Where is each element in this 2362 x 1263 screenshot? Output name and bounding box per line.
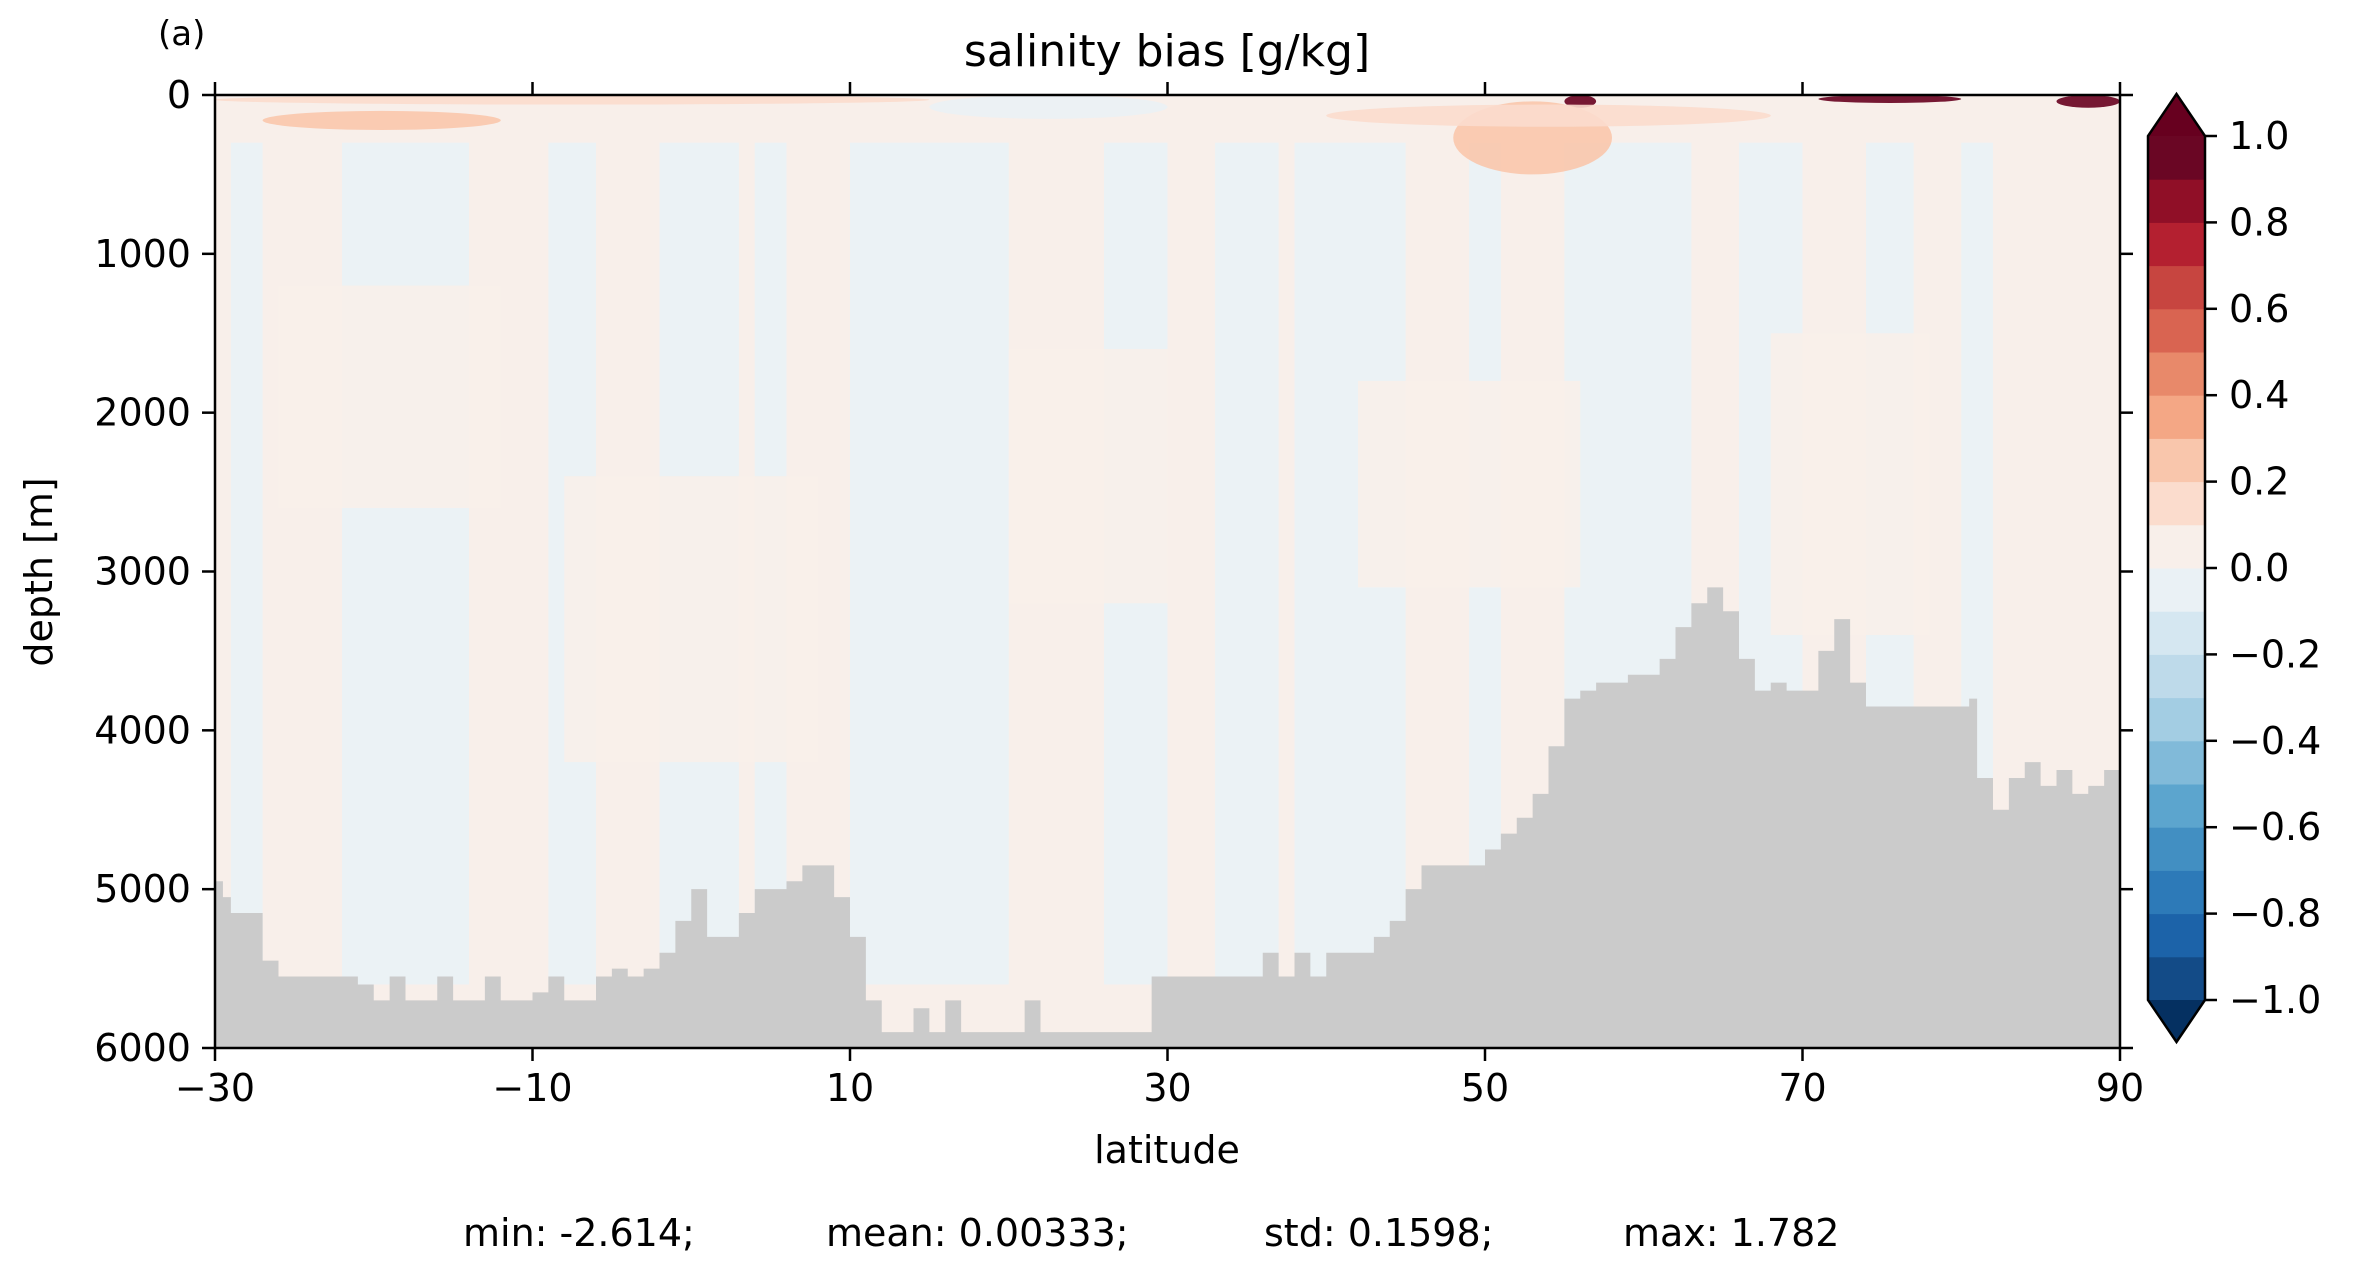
field-positive-patch <box>1008 349 1168 604</box>
colorbar-segment <box>2148 481 2205 526</box>
colorbar-segment <box>2148 352 2205 396</box>
y-axis: 0 1000 2000 3000 4000 5000 6000 <box>94 73 2133 1070</box>
colorbar-segment <box>2148 136 2205 180</box>
field-positive-patch <box>1770 333 1930 636</box>
colorbar-segment <box>2148 438 2205 483</box>
colorbar-tick-label: 0.4 <box>2229 373 2289 417</box>
field-negative-band <box>342 142 469 985</box>
field-anomaly <box>1818 95 1962 103</box>
stats-line: min: -2.614; mean: 0.00333; std: 0.1598;… <box>463 1211 1839 1255</box>
bathymetry-layer <box>215 587 2120 1048</box>
y-tick-label: 4000 <box>94 708 191 752</box>
y-tick-label: 6000 <box>94 1026 191 1070</box>
colorbar-segment <box>2148 784 2205 828</box>
colorbar-tick-label: 0.6 <box>2229 287 2289 331</box>
plot-area <box>213 93 2122 1050</box>
stat-min: min: -2.614; <box>463 1211 695 1255</box>
colorbar-segment <box>2148 265 2205 310</box>
x-tick-label: 70 <box>1778 1066 1826 1110</box>
field-anomaly <box>262 110 501 130</box>
colorbar-segment <box>2148 827 2205 871</box>
colorbar-tick-label: −0.4 <box>2229 719 2321 763</box>
field-positive-patch <box>1358 380 1581 588</box>
colorbar-segment <box>2148 179 2205 223</box>
y-tick-label: 3000 <box>94 550 191 594</box>
stat-max: max: 1.782 <box>1623 1211 1839 1255</box>
stat-std: std: 0.1598; <box>1264 1211 1493 1255</box>
colorbar-extend-high <box>2148 94 2205 136</box>
x-tick-label: 50 <box>1461 1066 1509 1110</box>
colorbar-tick-label: −0.2 <box>2229 632 2321 676</box>
x-tick-label: 30 <box>1143 1066 1191 1110</box>
field-negative-band <box>850 142 1009 985</box>
x-axis-label: latitude <box>1094 1128 1240 1172</box>
colorbar-segment <box>2148 956 2205 1001</box>
y-tick-label: 0 <box>167 73 191 117</box>
colorbar-segment <box>2148 308 2205 353</box>
x-tick-label: −10 <box>492 1066 572 1110</box>
y-axis-label: depth [m] <box>17 477 61 666</box>
colorbar-segment <box>2148 697 2205 742</box>
field-positive-patch <box>278 285 501 508</box>
colorbar-segment <box>2148 222 2205 267</box>
colorbar-tick-label: 1.0 <box>2229 114 2289 158</box>
field-anomaly <box>1564 95 1597 108</box>
colorbar-extend-low <box>2148 1000 2205 1042</box>
x-tick-label: −30 <box>175 1066 255 1110</box>
y-tick-label: 1000 <box>94 232 191 276</box>
field-anomaly <box>929 95 1168 119</box>
x-tick-label: 10 <box>826 1066 874 1110</box>
field-anomaly <box>2056 95 2120 108</box>
colorbar: 1.0 0.8 0.6 0.4 0.2 0.0 −0.2 −0.4 −0.6 −0.8 −1.0 <box>2146 91 2321 1045</box>
colorbar-segment <box>2148 654 2205 699</box>
colorbar-tick-label: 0.2 <box>2229 460 2289 504</box>
field-negative-band <box>1215 142 1279 985</box>
colorbar-tick-label: 0.0 <box>2229 546 2289 590</box>
seafloor-mask <box>215 587 2120 1048</box>
colorbar-segment <box>2148 740 2205 785</box>
x-tick-label: 90 <box>2096 1066 2144 1110</box>
colorbar-tick-label: −0.6 <box>2229 805 2321 849</box>
colorbar-segment <box>2148 870 2205 915</box>
y-tick-label: 5000 <box>94 867 191 911</box>
colorbar-tick-label: −0.8 <box>2229 892 2321 936</box>
colorbar-segment <box>2148 611 2205 655</box>
colorbar-tick-label: 0.8 <box>2229 200 2289 244</box>
y-tick-label: 2000 <box>94 391 191 435</box>
colorbar-tick-label: −1.0 <box>2229 978 2321 1022</box>
field-anomaly <box>215 95 930 105</box>
stat-mean: mean: 0.00333; <box>826 1211 1129 1255</box>
chart-title: salinity bias [g/kg] <box>964 26 1370 77</box>
colorbar-segment <box>2148 913 2205 958</box>
colorbar-segment <box>2148 395 2205 439</box>
colorbar-segment <box>2148 568 2205 612</box>
field-negative-band <box>230 142 263 985</box>
colorbar-segment <box>2148 524 2205 569</box>
panel-label: (a) <box>158 14 205 54</box>
x-axis: −30 −10 10 30 50 70 90 <box>175 82 2144 1110</box>
field-anomaly <box>1326 104 1771 127</box>
field-positive-patch <box>564 476 819 763</box>
